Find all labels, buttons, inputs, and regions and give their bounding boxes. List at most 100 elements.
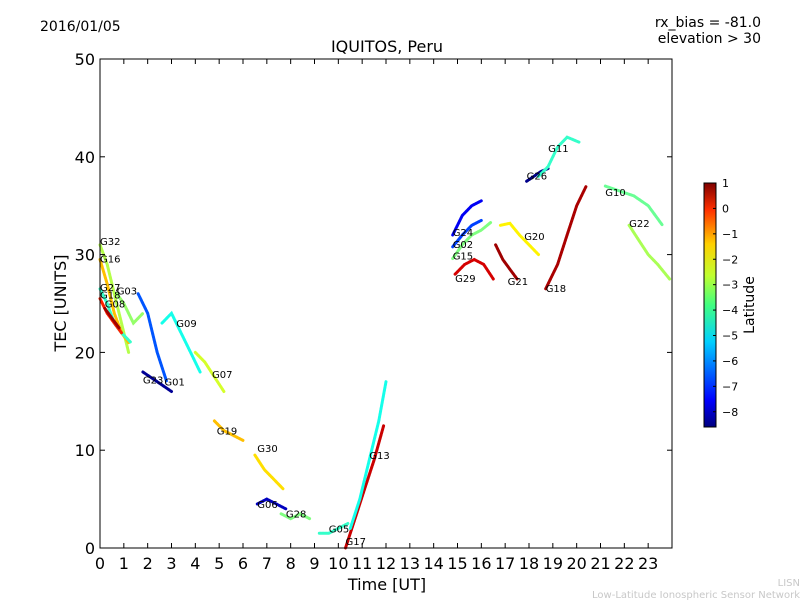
satellite-label-g01: G01 — [164, 378, 184, 389]
satellite-label-g09: G09 — [176, 319, 196, 330]
x-tick-label: 4 — [190, 554, 200, 573]
satellite-label-g32: G32 — [100, 237, 120, 248]
x-axis-ticks: 0 1 2 3 4 5 6 7 8 9 10 11 12 13 14 15 16 17 18 19 20 21 22 23 — [95, 59, 658, 573]
x-tick-label: 0 — [95, 554, 105, 573]
series-trace-g10 — [603, 184, 664, 227]
bias-label: rx_bias = -81.0 — [655, 15, 761, 31]
colorbar-tick-label: −6 — [722, 355, 738, 368]
colorbar: 1 0 −1 −2 −3 −4 −5 −6 −7 −8 Latitude — [703, 177, 758, 428]
satellite-label-g30: G30 — [257, 444, 277, 455]
colorbar-ticks: 1 0 −1 −2 −3 −4 −5 −6 −7 −8 — [713, 177, 738, 419]
series-trace-g28 — [279, 512, 312, 521]
satellite-label-g11: G11 — [548, 144, 568, 155]
series-trace-g08 — [103, 306, 121, 330]
series-trace-g01 — [141, 370, 173, 393]
y-tick-label: 20 — [75, 343, 95, 362]
y-tick-label: 30 — [75, 246, 95, 265]
x-tick-label: 18 — [519, 554, 539, 573]
satellite-label-g27: G27 — [100, 283, 120, 294]
satellite-label-g02: G02 — [453, 240, 473, 251]
plot-frame — [99, 58, 673, 549]
x-tick-label: 6 — [238, 554, 248, 573]
x-tick-label: 3 — [166, 554, 176, 573]
y-tick-label: 40 — [75, 148, 95, 167]
x-tick-label: 14 — [423, 554, 443, 573]
colorbar-tick-label: −8 — [722, 406, 738, 419]
satellite-label-g05: G05 — [329, 524, 349, 535]
satellite-label-g16: G16 — [100, 254, 120, 265]
footer-network: Low-Latitude Ionospheric Sensor Network — [592, 590, 800, 600]
series-trace-g18 — [544, 184, 588, 291]
x-tick-label: 9 — [309, 554, 319, 573]
x-tick-label: 11 — [352, 554, 372, 573]
series-trace-g29 — [453, 257, 495, 281]
x-tick-label: 20 — [566, 554, 586, 573]
x-tick-label: 22 — [614, 554, 634, 573]
satellite-label-g15: G15 — [453, 252, 473, 263]
y-axis-ticks: 0 10 20 30 40 50 — [75, 50, 672, 558]
colorbar-tick-label: −3 — [722, 279, 738, 292]
series-layer — [98, 135, 672, 550]
x-tick-label: 16 — [471, 554, 491, 573]
satellite-label-g22: G22 — [629, 219, 649, 230]
satellite-label-g23: G23 — [143, 376, 163, 387]
colorbar-label: Latitude — [742, 276, 758, 334]
x-tick-label: 15 — [447, 554, 467, 573]
satellite-label-g19: G19 — [217, 427, 237, 438]
series-trace-g21 — [494, 243, 519, 281]
series-trace-g05 — [317, 522, 350, 535]
series-trace-g17 — [344, 424, 386, 550]
x-tick-label: 17 — [495, 554, 515, 573]
x-tick-label: 7 — [262, 554, 272, 573]
satellite-label-g20: G20 — [524, 232, 544, 243]
y-tick-label: 0 — [85, 539, 95, 558]
x-tick-label: 2 — [143, 554, 153, 573]
series-trace-g22 — [627, 223, 672, 281]
series-trace-g09 — [160, 310, 202, 374]
satellite-label-g08: G08 — [105, 299, 125, 310]
satellite-label-g10: G10 — [605, 188, 625, 199]
colorbar-tick-label: −1 — [722, 228, 738, 241]
colorbar-tick-label: −2 — [722, 253, 738, 266]
series-trace-g07 — [193, 350, 226, 393]
series-trace-g30 — [253, 453, 285, 491]
satellite-label-g26: G26 — [527, 171, 547, 182]
satellite-label-g28: G28 — [286, 510, 306, 521]
colorbar-tick-label: −7 — [722, 380, 738, 393]
series-trace-g23 — [136, 292, 169, 384]
x-tick-label: 13 — [400, 554, 420, 573]
series-trace-g15 — [451, 220, 493, 260]
satellite-label-g24: G24 — [453, 228, 473, 239]
satellite-label-g13: G13 — [369, 451, 389, 462]
y-tick-label: 10 — [75, 441, 95, 460]
series-trace-g24 — [451, 199, 483, 237]
series-trace-g19 — [212, 419, 245, 442]
colorbar-tick-label: −5 — [722, 330, 738, 343]
chart-title: IQUITOS, Peru — [331, 37, 443, 56]
satellite-label-g03: G03 — [117, 287, 137, 298]
x-tick-label: 10 — [328, 554, 348, 573]
x-tick-label: 1 — [119, 554, 129, 573]
satellite-label-g06: G06 — [257, 500, 277, 511]
satellite-label-g07: G07 — [212, 370, 232, 381]
series-trace-g32 — [98, 243, 131, 354]
colorbar-gradient — [703, 182, 717, 428]
x-tick-label: 5 — [214, 554, 224, 573]
x-tick-label: 12 — [376, 554, 396, 573]
y-axis-label: TEC [UNITS] — [51, 255, 70, 353]
colorbar-tick-label: 1 — [722, 177, 729, 190]
colorbar-tick-label: 0 — [722, 202, 729, 215]
series-trace-g20 — [498, 221, 540, 257]
x-tick-label: 19 — [543, 554, 563, 573]
x-tick-label: 21 — [590, 554, 610, 573]
x-tick-label: 23 — [638, 554, 658, 573]
series-trace-g06 — [255, 497, 288, 511]
satellite-label-g18: G18 — [100, 291, 120, 302]
satellite-label-g29: G29 — [455, 274, 475, 285]
y-tick-label: 50 — [75, 50, 95, 69]
footer-lisn: LISN — [778, 578, 800, 589]
satellite-label-g17: G17 — [346, 537, 366, 548]
series-trace-g11 — [537, 135, 581, 178]
